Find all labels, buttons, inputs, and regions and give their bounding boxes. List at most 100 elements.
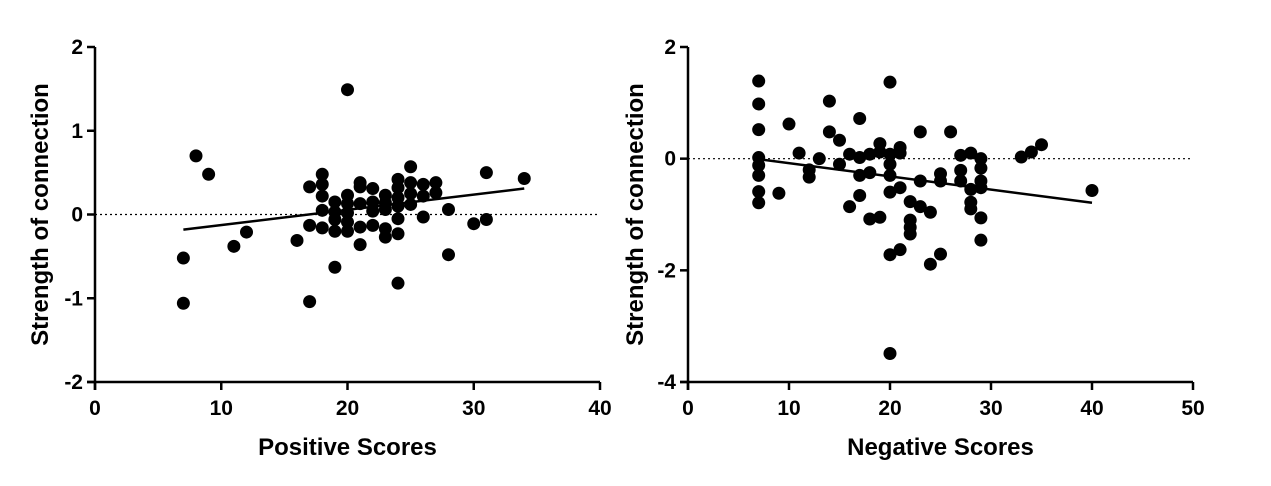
data-point bbox=[964, 146, 978, 160]
data-point bbox=[923, 257, 937, 271]
data-point bbox=[903, 227, 917, 241]
data-point bbox=[893, 243, 907, 257]
data-point bbox=[782, 117, 796, 131]
data-point bbox=[944, 125, 958, 139]
data-point bbox=[802, 170, 816, 184]
data-point bbox=[772, 186, 786, 200]
data-point bbox=[883, 347, 897, 361]
data-point bbox=[974, 181, 988, 195]
data-point bbox=[954, 148, 968, 162]
data-point bbox=[883, 185, 897, 199]
scatter-panel-positive-scores: 0 10 20 30 40 -2 -1 0 1 2 Positive Scores Strength … bbox=[27, 36, 612, 461]
data-point bbox=[442, 248, 455, 262]
x-tick-label: 10 bbox=[210, 397, 233, 420]
x-tick-label: 30 bbox=[462, 397, 485, 420]
data-point bbox=[833, 157, 846, 171]
data-point bbox=[341, 83, 354, 97]
data-point bbox=[822, 94, 836, 108]
data-point bbox=[353, 238, 367, 252]
data-point bbox=[974, 233, 988, 247]
x-tick-label: 20 bbox=[336, 397, 359, 420]
data-point bbox=[752, 158, 766, 172]
data-point bbox=[391, 227, 405, 241]
data-point bbox=[873, 210, 887, 224]
data-point bbox=[752, 168, 766, 182]
data-point bbox=[853, 151, 867, 165]
x-tick-label: 30 bbox=[979, 397, 1002, 420]
data-point bbox=[923, 205, 937, 219]
data-point bbox=[954, 163, 968, 177]
y-tick-label: 2 bbox=[71, 36, 83, 59]
data-point bbox=[479, 166, 493, 180]
x-tick-label: 0 bbox=[89, 397, 101, 420]
data-point bbox=[964, 182, 978, 196]
data-point bbox=[315, 167, 329, 181]
y-tick-label: -1 bbox=[64, 287, 83, 310]
data-point bbox=[974, 161, 988, 175]
data-point bbox=[303, 218, 317, 232]
data-point bbox=[853, 168, 867, 182]
data-point bbox=[934, 247, 947, 261]
x-tick-label: 50 bbox=[1181, 397, 1204, 420]
x-tick-label: 40 bbox=[1080, 397, 1103, 420]
y-tick-label: 1 bbox=[71, 120, 83, 143]
data-point bbox=[341, 215, 354, 229]
data-point bbox=[240, 225, 253, 239]
data-point bbox=[429, 186, 443, 200]
data-point bbox=[822, 125, 836, 139]
data-point bbox=[893, 146, 907, 160]
y-tick-label: 0 bbox=[71, 204, 83, 227]
data-point bbox=[328, 213, 342, 227]
data-point bbox=[853, 189, 867, 203]
data-point bbox=[315, 177, 329, 191]
data-point bbox=[328, 195, 342, 209]
data-point bbox=[883, 75, 897, 89]
data-point bbox=[391, 181, 405, 195]
data-point bbox=[416, 189, 430, 203]
y-tick-label: 0 bbox=[664, 148, 676, 171]
data-point bbox=[378, 202, 392, 216]
data-point bbox=[479, 213, 493, 227]
regression-line bbox=[183, 187, 525, 231]
data-point bbox=[863, 147, 877, 161]
data-point bbox=[303, 180, 317, 194]
data-point bbox=[341, 197, 354, 211]
y-axis-title: Strength of connection bbox=[622, 83, 649, 346]
data-point bbox=[391, 276, 405, 290]
x-tick-label: 40 bbox=[588, 397, 611, 420]
data-point bbox=[404, 197, 418, 211]
x-tick-label: 10 bbox=[777, 397, 800, 420]
data-point bbox=[341, 224, 354, 238]
y-tick-label: 2 bbox=[664, 36, 676, 59]
data-point bbox=[752, 196, 766, 210]
data-point bbox=[752, 97, 766, 111]
scatter-panel-negative-scores: 0 10 20 30 40 50 -4 -2 0 2 Negative Scores Strength… bbox=[622, 36, 1205, 461]
data-point bbox=[883, 248, 897, 262]
data-point bbox=[315, 189, 329, 203]
data-point bbox=[442, 202, 455, 216]
data-point bbox=[416, 177, 430, 191]
data-point bbox=[315, 203, 329, 217]
data-point bbox=[404, 187, 418, 201]
data-point bbox=[812, 152, 826, 166]
data-point bbox=[517, 171, 531, 185]
data-point bbox=[416, 210, 430, 224]
data-point bbox=[1035, 138, 1048, 152]
data-point bbox=[883, 168, 897, 182]
data-point bbox=[341, 206, 354, 220]
data-point bbox=[974, 211, 988, 225]
data-point bbox=[391, 212, 405, 226]
x-tick-label: 20 bbox=[878, 397, 901, 420]
data-point bbox=[176, 251, 190, 265]
data-point bbox=[792, 146, 806, 160]
data-point bbox=[843, 200, 857, 214]
data-point bbox=[404, 160, 418, 174]
data-point bbox=[873, 145, 887, 159]
data-point bbox=[366, 204, 380, 218]
data-point bbox=[366, 218, 380, 232]
data-point bbox=[843, 147, 857, 161]
data-point bbox=[934, 174, 947, 188]
data-point bbox=[353, 197, 367, 211]
data-point bbox=[853, 111, 867, 125]
